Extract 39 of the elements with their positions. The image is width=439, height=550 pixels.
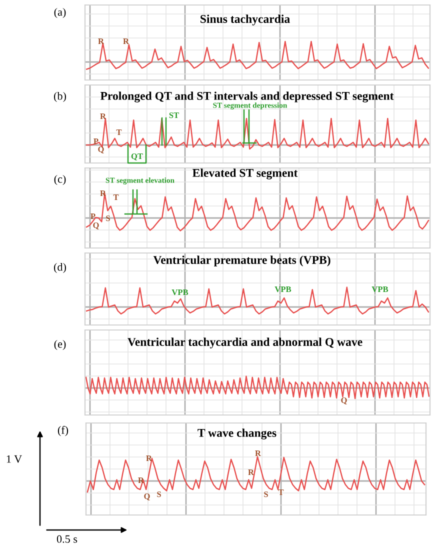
annotation: S <box>157 491 161 498</box>
chart-title: Ventricular premature beats (VPB) <box>153 256 330 266</box>
annotation: R <box>100 114 106 120</box>
text: (a) <box>54 8 66 18</box>
annotation: S <box>264 491 268 498</box>
text: (d) <box>54 262 66 274</box>
chart-title: Prolonged QT and ST intervals and depressed ST segment <box>100 92 394 102</box>
annotation: VPB <box>172 290 188 296</box>
chart-title: Ventricular tachycardia and abnormal Q wave <box>128 338 362 348</box>
annotation: R <box>100 190 106 196</box>
annotation: Q <box>98 146 104 154</box>
annotation: VPB <box>274 286 292 292</box>
text: ST <box>169 112 179 118</box>
chart-title: Elevated ST segment <box>192 168 298 180</box>
chart-title: T wave changes <box>198 428 276 440</box>
text: 1 V <box>6 455 22 463</box>
text: (f) <box>58 426 68 436</box>
annotation: P <box>94 138 98 144</box>
annotation: VPB <box>372 286 388 292</box>
annotation: R <box>146 456 152 462</box>
chart-title: Sinus tachycardia <box>200 14 290 26</box>
text: (e) <box>54 340 66 350</box>
annotation: Q <box>341 397 347 404</box>
annotation: T <box>113 194 119 200</box>
text: 0.5 s <box>56 535 78 543</box>
annotation: R <box>248 470 254 476</box>
annotation: R <box>98 38 104 44</box>
annotation: Q <box>93 222 99 230</box>
text: QT <box>131 153 143 160</box>
annotation: R <box>123 38 130 44</box>
text: R <box>255 450 262 456</box>
annotation: P <box>90 214 96 220</box>
text: Q <box>144 493 150 500</box>
annotation: S <box>106 215 110 222</box>
text: (b) <box>54 92 66 102</box>
annotation: T <box>278 490 284 496</box>
annotation: R <box>138 478 144 484</box>
text: (c) <box>54 174 66 186</box>
annotation: T <box>116 130 122 136</box>
